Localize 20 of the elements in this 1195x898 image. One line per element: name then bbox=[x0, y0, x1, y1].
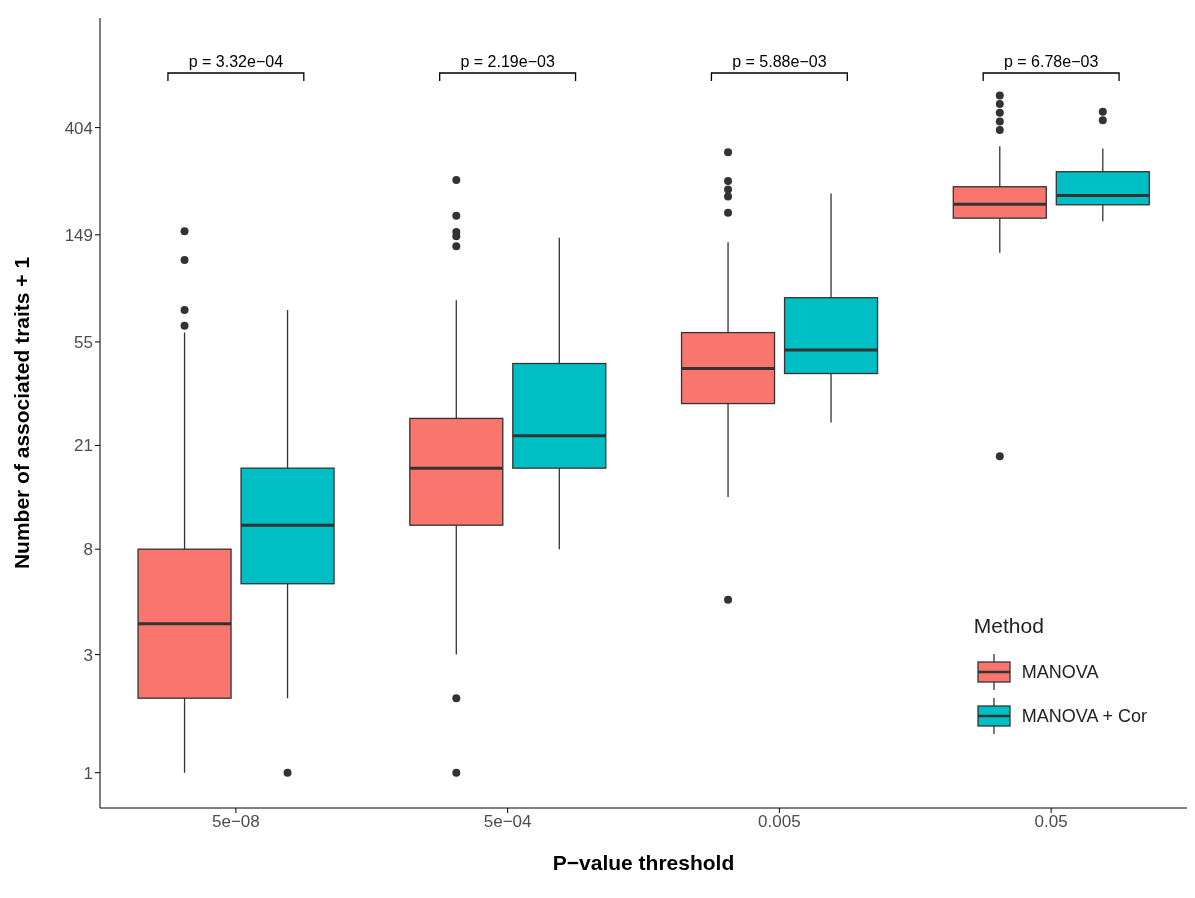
annotation: p = 6.78e−03 bbox=[1003, 53, 1099, 70]
y-tick-label: 21 bbox=[74, 436, 93, 456]
annotation: p = 3.32e−04 bbox=[188, 53, 284, 70]
x-axis-title: P−value threshold bbox=[552, 851, 735, 874]
y-tick-label: 1 bbox=[83, 763, 93, 783]
legend-label: MANOVA bbox=[1021, 661, 1099, 683]
annotation: p = 5.88e−03 bbox=[732, 53, 827, 70]
y-tick-label: 55 bbox=[74, 332, 93, 352]
y-tick-label: 149 bbox=[64, 225, 93, 245]
x-tick-label: 5e−04 bbox=[483, 812, 532, 832]
x-tick-label: 0.005 bbox=[758, 812, 801, 832]
legend-label: MANOVA + Cor bbox=[1021, 705, 1147, 727]
y-tick-label: 3 bbox=[83, 645, 93, 665]
annotation: p = 2.19e−03 bbox=[460, 53, 555, 70]
legend-title: Method bbox=[973, 614, 1045, 638]
y-tick-label: 8 bbox=[83, 540, 93, 560]
y-axis-title: Number of associated traits + 1 bbox=[10, 256, 34, 570]
y-tick-label: 404 bbox=[64, 118, 93, 138]
x-tick-label: 0.05 bbox=[1034, 812, 1068, 832]
x-tick-label: 5e−08 bbox=[212, 812, 260, 832]
